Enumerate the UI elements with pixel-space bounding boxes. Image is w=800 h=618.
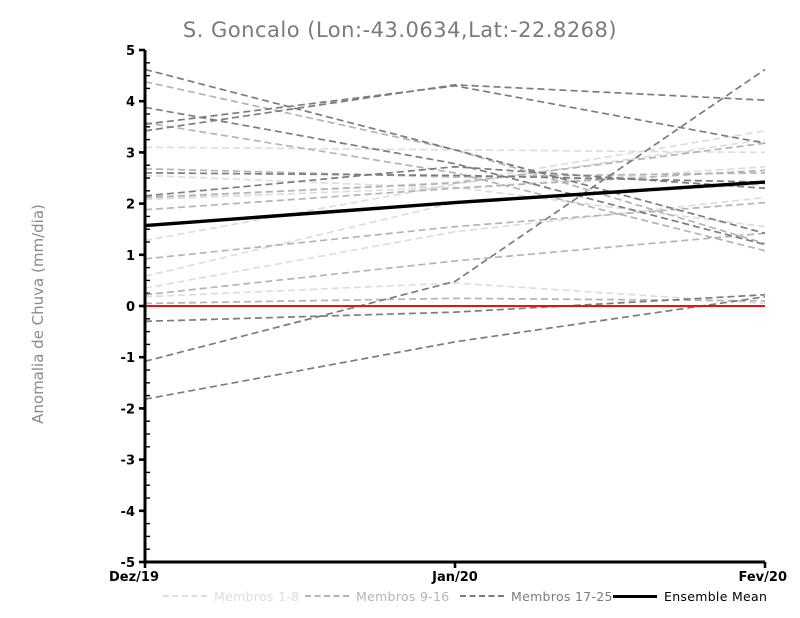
y-axis-tick-label: 2	[126, 198, 135, 213]
y-axis-tick-label: -1	[121, 351, 135, 366]
legend-swatch-4	[613, 594, 657, 598]
legend-label-3: Membros 17-25	[511, 588, 613, 604]
y-axis-tick-label: -4	[121, 505, 135, 520]
legend-swatch-1	[163, 595, 207, 597]
member-line-23	[144, 293, 766, 323]
member-line-3	[144, 138, 766, 242]
member-line-17	[144, 68, 766, 235]
member-line-12	[144, 169, 766, 211]
member-line-14	[144, 232, 766, 296]
y-axis-label: Anomalia de Chuva (mm/dia)	[29, 204, 47, 424]
legend-swatch-2	[305, 595, 349, 597]
member-line-4	[144, 183, 766, 278]
y-axis-tick-label: 1	[126, 249, 135, 264]
member-line-24	[144, 68, 766, 363]
legend-item-3: Membros 17-25	[460, 586, 613, 606]
member-line-8	[144, 186, 766, 228]
legend-label-4: Ensemble Mean	[664, 588, 768, 604]
x-axis-tick-label: Dez/19	[109, 570, 159, 585]
legend-label-2: Membros 9-16	[356, 588, 450, 604]
legend-item-2: Membros 9-16	[305, 586, 450, 606]
y-axis-tick-label: -5	[121, 556, 135, 571]
x-axis-tick-label: Fev/20	[739, 570, 787, 585]
legend-item-4: Ensemble Mean	[613, 586, 767, 606]
member-line-13	[144, 201, 766, 260]
member-line-9	[144, 80, 766, 245]
legend-label-1: Membros 1-8	[214, 588, 300, 604]
ensemble-mean-line	[144, 180, 766, 228]
member-line-11	[144, 142, 766, 199]
chart-title: S. Goncalo (Lon:-43.0634,Lat:-22.8268)	[182, 18, 618, 42]
legend-item-1: Membros 1-8	[163, 586, 299, 606]
chart-legend: Membros 1-8 Membros 9-16 Membros 17-25 Ense…	[0, 586, 800, 608]
member-line-16	[144, 297, 766, 305]
member-line-19	[144, 106, 766, 246]
y-axis-tick-label: 4	[126, 95, 135, 110]
member-line-18	[144, 84, 766, 145]
member-line-15	[144, 121, 766, 252]
y-axis-tick-label: -3	[121, 454, 135, 469]
y-axis-tick-label: 5	[126, 44, 135, 59]
member-line-20	[144, 83, 766, 132]
member-line-10	[144, 167, 766, 178]
x-axis-tick-label: Jan/20	[431, 570, 478, 585]
member-line-5	[144, 196, 766, 289]
y-axis-tick-label: 0	[126, 300, 135, 315]
member-line-22	[144, 165, 766, 197]
y-axis-tick-label: -2	[121, 402, 135, 417]
member-line-6	[144, 282, 766, 305]
member-line-21	[144, 172, 766, 183]
y-axis-tick-label: 3	[126, 146, 135, 161]
legend-swatch-3	[460, 595, 504, 597]
member-line-25	[144, 295, 766, 401]
